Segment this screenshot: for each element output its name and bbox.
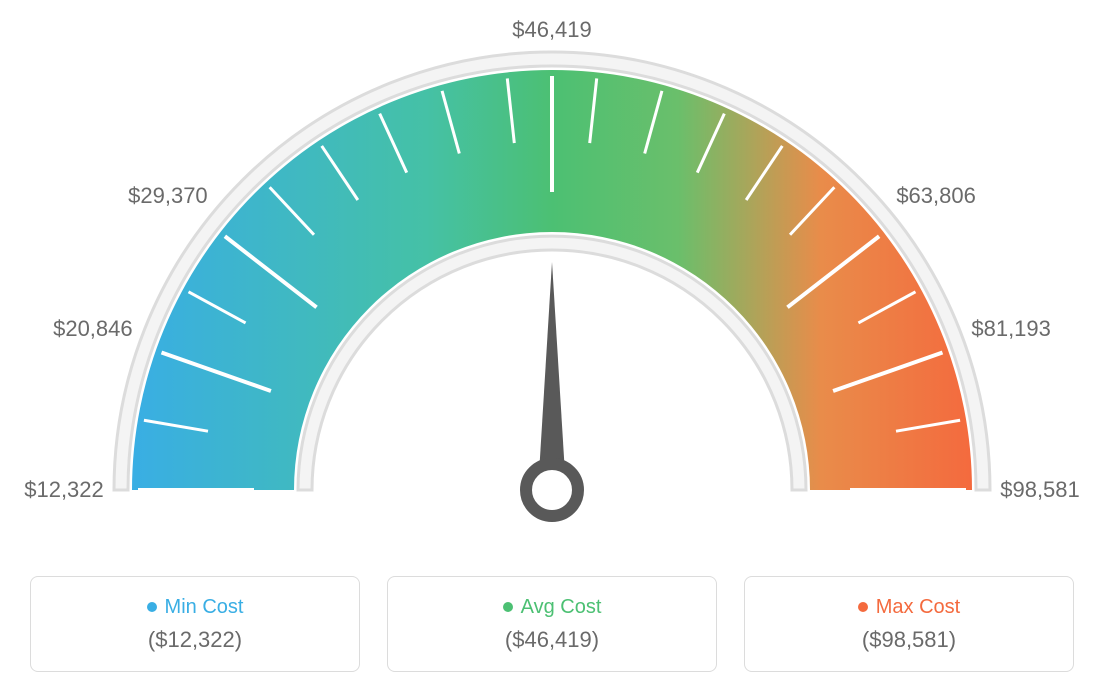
dot-min — [147, 602, 157, 612]
gauge-tick-label: $20,846 — [53, 316, 133, 342]
legend-value-max: ($98,581) — [862, 627, 956, 653]
gauge-tick-label: $63,806 — [896, 183, 976, 209]
legend-label-min: Min Cost — [165, 596, 244, 619]
legend-label-max: Max Cost — [876, 596, 960, 619]
gauge-tick-label: $81,193 — [971, 316, 1051, 342]
legend-row: Min Cost ($12,322) Avg Cost ($46,419) Ma… — [0, 576, 1104, 672]
legend-label-avg: Avg Cost — [521, 596, 602, 619]
gauge-tick-label: $98,581 — [1000, 477, 1080, 503]
legend-value-min: ($12,322) — [148, 627, 242, 653]
legend-card-avg: Avg Cost ($46,419) — [387, 576, 717, 672]
legend-title-avg: Avg Cost — [503, 596, 602, 619]
gauge-tick-label: $12,322 — [24, 477, 104, 503]
gauge-tick-label: $46,419 — [512, 17, 592, 43]
legend-card-min: Min Cost ($12,322) — [30, 576, 360, 672]
dot-max — [858, 602, 868, 612]
legend-title-min: Min Cost — [147, 596, 244, 619]
gauge-chart: $12,322 $20,846 $29,370 $46,419 $63,806 $81,1… — [0, 0, 1104, 540]
gauge-svg — [0, 0, 1104, 540]
dot-avg — [503, 602, 513, 612]
legend-card-max: Max Cost ($98,581) — [744, 576, 1074, 672]
legend-title-max: Max Cost — [858, 596, 960, 619]
gauge-tick-label: $29,370 — [128, 183, 208, 209]
legend-value-avg: ($46,419) — [505, 627, 599, 653]
